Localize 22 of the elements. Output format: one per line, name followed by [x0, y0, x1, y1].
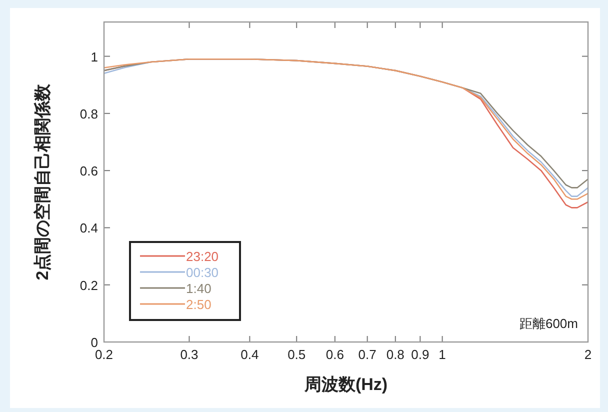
legend-label: 1:40 [186, 281, 212, 296]
x-axis-title: 周波数(Hz) [303, 375, 388, 394]
annotation: 距離600m [519, 316, 578, 331]
legend-label: 00:30 [186, 265, 219, 280]
legend-label: 23:20 [186, 249, 219, 264]
x-tick-label: 0.8 [386, 347, 404, 362]
x-tick-label: 0.3 [180, 347, 198, 362]
y-tick-label: 1 [90, 49, 98, 64]
y-tick-label: 0 [90, 335, 98, 350]
y-tick-label: 0.6 [80, 164, 98, 179]
x-tick-label: 0.7 [358, 347, 376, 362]
y-tick-label: 0.2 [80, 278, 98, 293]
x-tick-label: 0.6 [326, 347, 344, 362]
x-tick-label: 2 [584, 347, 592, 362]
x-tick-label: 1 [438, 347, 446, 362]
x-tick-label: 0.9 [411, 347, 430, 362]
y-axis-title: 2点間の空間自己相関係数 [33, 82, 52, 280]
y-tick-label: 0.8 [80, 106, 98, 122]
x-tick-label: 0.4 [240, 347, 259, 362]
x-tick-label: 0.5 [288, 347, 306, 362]
legend-label: 2:50 [186, 297, 212, 312]
y-tick-label: 0.4 [80, 220, 98, 236]
